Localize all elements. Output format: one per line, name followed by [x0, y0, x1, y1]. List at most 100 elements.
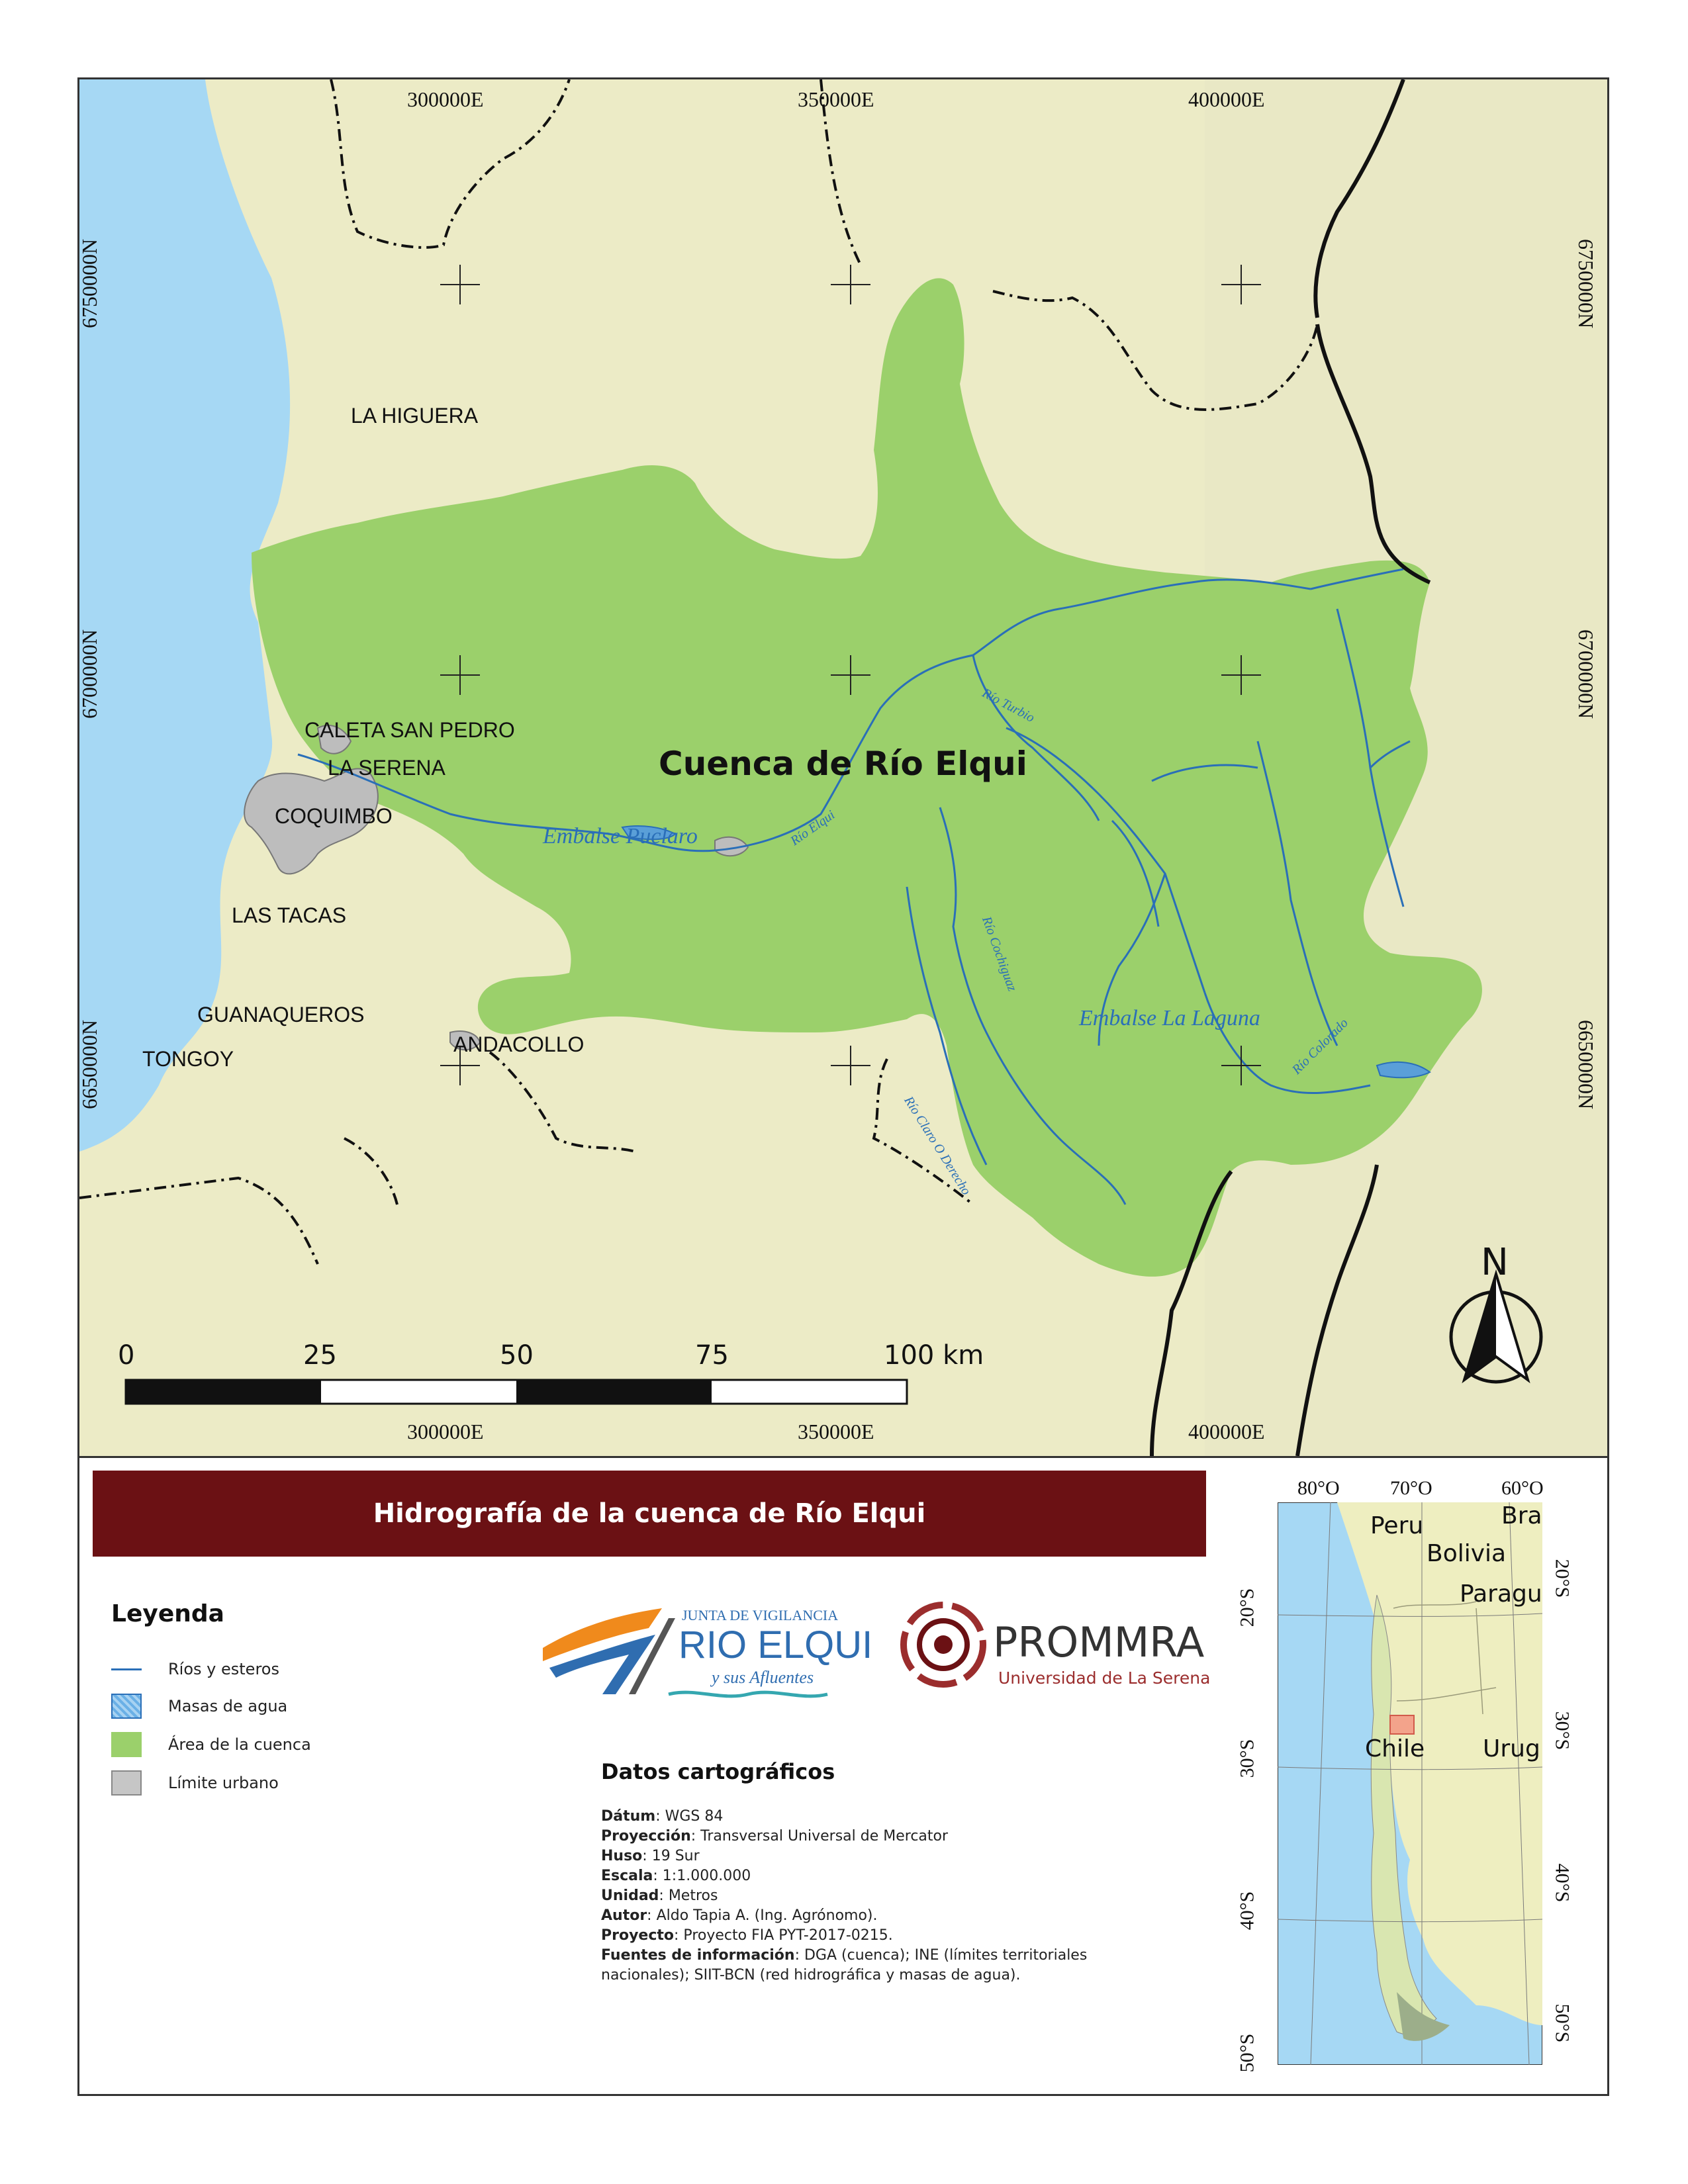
junta-line1: JUNTA DE VIGILANCIA: [682, 1607, 839, 1623]
inset-lat-right-20: 20°S: [1551, 1559, 1573, 1598]
junta-vigilancia-logo: JUNTA DE VIGILANCIA RIO ELQUI y sus Aflu…: [536, 1602, 872, 1701]
scale-tick-50: 50: [500, 1340, 534, 1371]
main-map[interactable]: LA HIGUERA CALETA SAN PEDRO LA SERENA CO…: [79, 79, 1607, 1456]
place-la-higuera: LA HIGUERA: [351, 404, 479, 428]
place-coquimbo: COQUIMBO: [275, 804, 393, 828]
inset-lon-80: 80°O: [1297, 1477, 1340, 1499]
datos-row: Fuentes de información: DGA (cuenca); IN…: [601, 1947, 1088, 1983]
inset-country-uruguay: Urug: [1483, 1735, 1540, 1762]
place-las-tacas: LAS TACAS: [232, 903, 347, 927]
datos-row: Escala: 1:1.000.000: [601, 1868, 751, 1884]
datos-row: Dátum: WGS 84: [601, 1808, 724, 1825]
coord-left-6750000n: 6750000N: [79, 238, 102, 329]
inset-country-paraguay: Paragu: [1460, 1580, 1542, 1608]
graticule: [440, 265, 1261, 1085]
inset-lon-60: 60°O: [1501, 1477, 1544, 1499]
boundary-lines: [79, 79, 1431, 1456]
inset-map[interactable]: Peru Bra Bolivia Paragu Chile Urug: [1277, 1502, 1543, 2066]
urban-coquimbo: [244, 768, 379, 875]
inset-lat-left-50: 50°S: [1236, 2033, 1258, 2073]
basin-area: [252, 278, 1482, 1277]
inset-lat-left-20: 20°S: [1236, 1588, 1258, 1627]
inset-lat-right-30: 30°S: [1551, 1711, 1573, 1751]
prommra-name: PROMMRA: [993, 1618, 1205, 1666]
inset-country-peru: Peru: [1370, 1512, 1424, 1539]
scale-tick-100: 100 km: [884, 1340, 984, 1371]
place-la-serena: LA SERENA: [328, 756, 445, 780]
coord-top-300000e: 300000E: [407, 87, 484, 111]
datos-row: Autor: Aldo Tapia A. (Ing. Agrónomo).: [601, 1907, 878, 1924]
coord-bottom-350000e: 350000E: [798, 1420, 874, 1443]
inset-lat-right-50: 50°S: [1551, 2003, 1573, 2043]
legend-swatch-rivers: [111, 1668, 142, 1670]
prommra-logo: PROMMRA Universidad de La Serena: [894, 1598, 1211, 1698]
map-title: Hidrografía de la cuenca de Río Elqui: [373, 1498, 926, 1529]
prommra-university: Universidad de La Serena: [998, 1668, 1211, 1688]
inset-lon-70: 70°O: [1390, 1477, 1432, 1499]
coord-left-6650000n: 6650000N: [79, 1019, 102, 1110]
inset-lat-left-30: 30°S: [1236, 1739, 1258, 1778]
basin-title: Cuenca de Río Elqui: [659, 745, 1027, 783]
inset-study-area: [1389, 1715, 1415, 1735]
scale-tick-75: 75: [695, 1340, 729, 1371]
legend-urban: Límite urbano: [111, 1768, 279, 1797]
title-bar: Hidrografía de la cuenca de Río Elqui: [93, 1471, 1206, 1557]
legend-label-basin: Área de la cuenca: [168, 1735, 311, 1754]
inset-country-bolivia: Bolivia: [1427, 1540, 1507, 1567]
page-frame: [77, 77, 1609, 2096]
datos-row: Proyecto: Proyecto FIA PYT-2017-0215.: [601, 1927, 893, 1944]
urban-caleta: [316, 725, 352, 754]
inset-canvas: [1277, 1502, 1543, 2066]
inset-lat-right-40: 40°S: [1551, 1863, 1573, 1903]
inset-country-brazil: Bra: [1501, 1502, 1542, 1529]
coord-left-6700000n: 6700000N: [79, 629, 102, 719]
place-andacollo: ANDACOLLO: [453, 1032, 585, 1056]
legend-label-rivers: Ríos y esteros: [168, 1660, 279, 1678]
legend-swatch-urban: [111, 1770, 142, 1796]
place-guanaqueros: GUANAQUEROS: [197, 1003, 365, 1026]
coord-bottom-300000e: 300000E: [407, 1420, 484, 1443]
legend-label-water: Masas de agua: [168, 1697, 288, 1715]
urban-vicuna: [714, 836, 749, 857]
urban-andacollo: [449, 1030, 481, 1051]
inset-country-chile: Chile: [1365, 1735, 1425, 1762]
coord-right-6750000n: 6750000N: [1574, 238, 1599, 329]
place-caleta-san-pedro: CALETA SAN PEDRO: [305, 718, 515, 742]
legend-basin: Área de la cuenca: [111, 1730, 311, 1759]
legend-rivers: Ríos y esteros: [111, 1655, 279, 1684]
river-network: [297, 568, 1411, 1205]
scale-tick-25: 25: [303, 1340, 337, 1371]
junta-logo-icon: [543, 1608, 828, 1698]
legend-title: Leyenda: [111, 1600, 224, 1627]
north-label: N: [1481, 1241, 1509, 1284]
coord-right-6650000n: 6650000N: [1574, 1019, 1599, 1110]
datos-row: Unidad: Metros: [601, 1888, 718, 1904]
legend-label-urban: Límite urbano: [168, 1774, 279, 1792]
prommra-emblem-icon: [900, 1602, 986, 1688]
reservoir-laguna: [1376, 1061, 1431, 1079]
coord-bottom-400000e: 400000E: [1188, 1420, 1265, 1443]
map-canvas: [79, 79, 1607, 1456]
junta-line2: RIO ELQUI: [679, 1623, 873, 1666]
reservoir-puclaro: [621, 825, 677, 841]
datos-list: Dátum: WGS 84 Proyección: Transversal Un…: [601, 1807, 1131, 1985]
label-embalse-la-laguna: Embalse La Laguna: [1079, 1006, 1260, 1030]
scale-bar: [124, 1379, 908, 1405]
north-arrow-icon: [1449, 1269, 1543, 1384]
coord-right-6700000n: 6700000N: [1574, 629, 1599, 719]
coord-top-350000e: 350000E: [798, 87, 874, 111]
legend-swatch-basin: [111, 1732, 142, 1757]
scale-tick-0: 0: [118, 1340, 135, 1371]
inset-lat-left-40: 40°S: [1236, 1891, 1258, 1931]
label-embalse-puclaro: Embalse Puclaro: [543, 824, 698, 848]
junta-line3: y sus Afluentes: [712, 1668, 814, 1687]
datos-row: Proyección: Transversal Universal de Mer…: [601, 1828, 949, 1844]
coord-top-400000e: 400000E: [1188, 87, 1265, 111]
map-separator: [77, 1456, 1609, 1458]
datos-row: Huso: 19 Sur: [601, 1848, 700, 1864]
place-tongoy: TONGOY: [142, 1047, 234, 1071]
legend-swatch-water: [111, 1694, 142, 1719]
sea: [79, 79, 291, 1152]
datos-title: Datos cartográficos: [601, 1759, 835, 1784]
legend-water: Masas de agua: [111, 1692, 287, 1721]
